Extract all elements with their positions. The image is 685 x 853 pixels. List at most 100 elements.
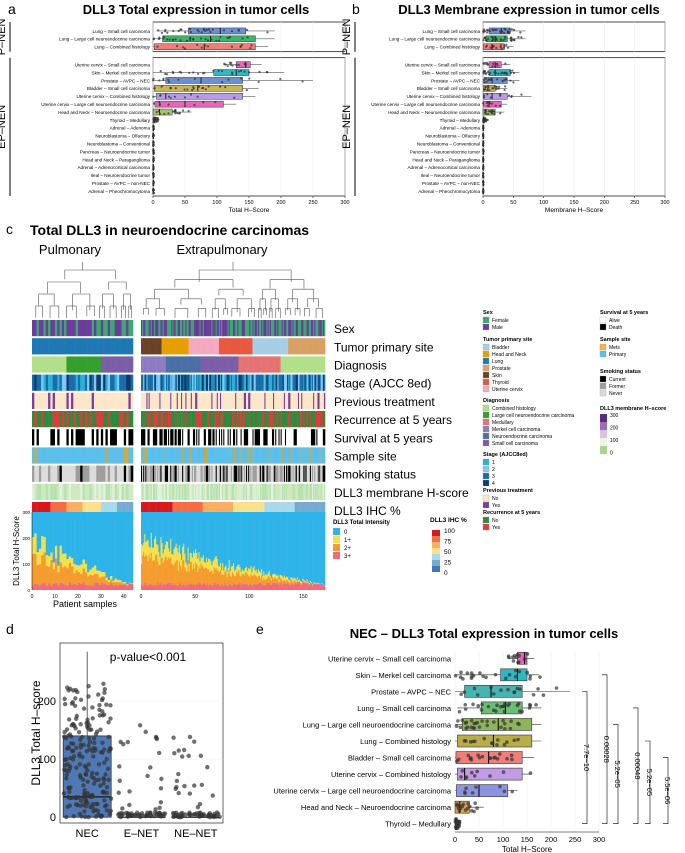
heatmap-cell	[184, 392, 186, 409]
heatmap-cell	[179, 502, 182, 519]
heatmap-cell	[161, 356, 163, 373]
heatmap-cell	[247, 502, 249, 519]
point	[193, 77, 197, 80]
heatmap-cell	[176, 465, 179, 482]
heatmap-cell	[226, 338, 228, 355]
bar-segment	[165, 583, 168, 590]
heatmap-cell	[233, 411, 235, 428]
bar-segment	[258, 512, 261, 572]
heatmap-cell	[243, 502, 246, 519]
point	[97, 702, 102, 708]
heatmap-cell	[163, 320, 166, 337]
bar-segment	[152, 512, 155, 548]
bar-segment	[190, 583, 193, 590]
heatmap-cell	[248, 429, 250, 446]
heatmap-cell	[105, 429, 109, 446]
point	[108, 703, 113, 708]
heatmap-cell	[188, 411, 191, 428]
track-label: Diagnosis	[334, 359, 387, 373]
heatmap-cell	[161, 392, 163, 409]
heatmap-cell	[77, 374, 81, 391]
heatmap-cell	[301, 447, 303, 464]
heatmap-cell	[64, 356, 67, 373]
heatmap-cell	[164, 356, 167, 373]
point	[182, 783, 187, 789]
point	[510, 36, 513, 39]
point	[501, 770, 506, 774]
heatmap-cell	[286, 483, 288, 500]
heatmap-cell	[321, 338, 324, 355]
point	[183, 88, 186, 91]
bar-segment	[306, 580, 308, 583]
heatmap-cell	[226, 465, 228, 482]
heatmap-cell	[235, 502, 237, 519]
point	[97, 707, 102, 713]
heatmap-cell	[71, 483, 74, 500]
heatmap-cell	[91, 502, 95, 519]
bar-segment	[148, 512, 150, 547]
heatmap-cell	[304, 411, 306, 428]
heatmap-cell	[73, 447, 76, 464]
point	[91, 754, 96, 759]
heatmap-cell	[164, 502, 167, 519]
bar-segment	[160, 512, 162, 538]
point	[488, 78, 491, 81]
bar-segment	[218, 572, 221, 586]
heatmap-cell	[306, 447, 308, 464]
point	[248, 77, 251, 80]
point	[241, 37, 244, 40]
heatmap-cell	[256, 465, 259, 482]
heatmap-cell	[98, 447, 102, 464]
heatmap-cell	[270, 483, 273, 500]
legend-swatch	[482, 323, 490, 331]
heatmap-cell	[93, 356, 97, 373]
bar-segment	[80, 564, 83, 575]
bar-segment	[295, 584, 298, 590]
heatmap-cell	[159, 483, 161, 500]
heatmap-cell	[303, 502, 305, 519]
heatmap-cell	[271, 447, 274, 464]
heatmap-cell	[210, 483, 212, 500]
bar-segment	[227, 585, 229, 590]
heatmap-cell	[234, 429, 236, 446]
heatmap-cell	[61, 356, 65, 373]
bar-segment	[263, 584, 265, 590]
point	[91, 808, 96, 814]
heatmap-cell	[217, 411, 220, 428]
heatmap-cell	[208, 429, 210, 446]
heatmap-cell	[257, 374, 260, 391]
legend-label: Thyroid	[492, 380, 509, 386]
bar-segment	[52, 562, 56, 570]
heatmap-cell	[114, 411, 118, 428]
heatmap-cell	[221, 502, 223, 519]
heatmap-cell	[207, 392, 209, 409]
heatmap-cell	[265, 338, 267, 355]
point	[83, 799, 88, 804]
heatmap-cell	[91, 411, 95, 428]
bar-segment	[156, 554, 158, 586]
heatmap-cell	[48, 356, 51, 373]
legend-swatch	[599, 350, 607, 358]
heatmap-cell	[176, 447, 179, 464]
heatmap-cell	[52, 447, 56, 464]
heatmap-cell	[268, 411, 271, 428]
heatmap-cell	[224, 374, 226, 391]
bar-segment	[260, 512, 262, 573]
bar-segment	[249, 584, 251, 590]
heatmap-cell	[205, 320, 208, 337]
heatmap-cell	[315, 411, 317, 428]
heatmap-cell	[241, 356, 244, 373]
bar-segment	[168, 512, 170, 549]
heatmap-cell	[176, 411, 179, 428]
heatmap-cell	[148, 338, 150, 355]
heatmap-cell	[45, 465, 49, 482]
heatmap-cell	[202, 502, 205, 519]
heatmap-cell	[146, 356, 148, 373]
point	[102, 760, 107, 765]
heatmap-cell	[264, 502, 266, 519]
heatmap-cell	[181, 356, 183, 373]
heatmap-cell	[288, 483, 290, 500]
heatmap-cell	[214, 411, 216, 428]
heatmap-cell	[295, 483, 298, 500]
heatmap-cell	[191, 447, 194, 464]
